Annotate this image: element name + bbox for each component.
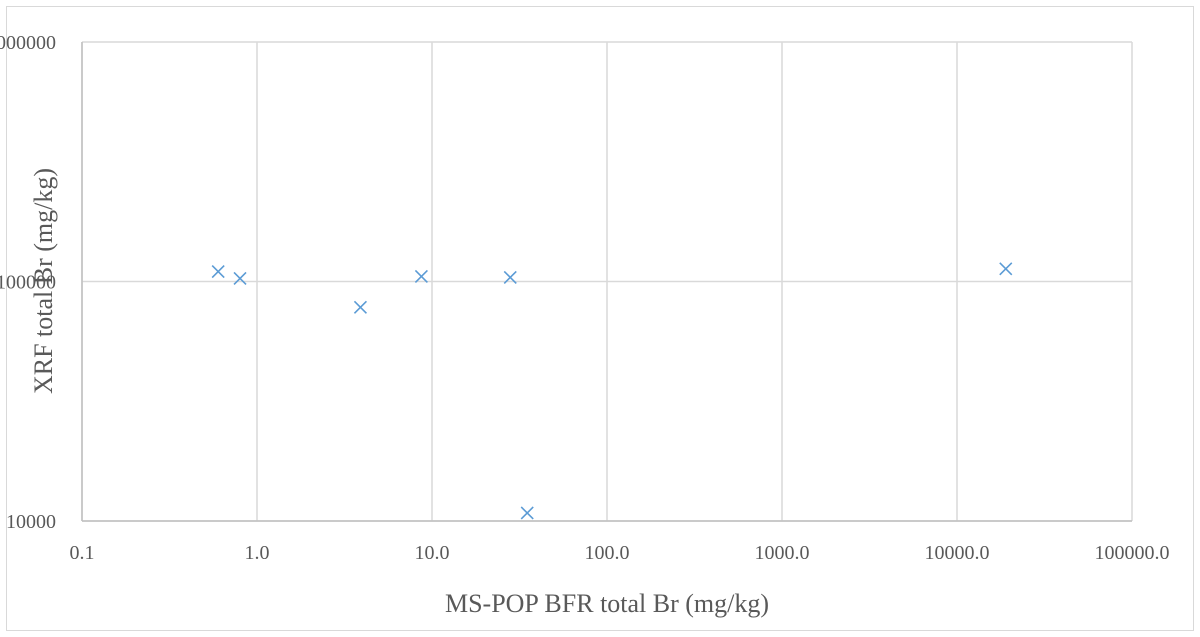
y-tick-label: 100000 xyxy=(0,272,56,294)
data-point-stroke xyxy=(353,300,368,314)
data-point xyxy=(353,300,368,314)
data-point-stroke xyxy=(414,269,428,283)
chart-frame xyxy=(6,6,1194,631)
data-point-stroke xyxy=(520,506,534,520)
data-point xyxy=(414,269,428,283)
x-tick-label: 10.0 xyxy=(415,542,450,564)
data-point-stroke xyxy=(999,262,1013,276)
y-axis-title: XRF total Br (mg/kg) xyxy=(29,168,58,394)
data-point-stroke xyxy=(233,271,247,285)
y-tick-label: 10000 xyxy=(6,511,56,533)
x-tick-label: 1.0 xyxy=(245,542,270,564)
x-tick-labels: 0.1 1.0 10.0 100.0 1000.0 10000.0 100000.0 xyxy=(70,542,1170,564)
x-tick-label: 100000.0 xyxy=(1095,542,1170,564)
data-point-stroke xyxy=(503,270,517,284)
x-tick-label: 100.0 xyxy=(585,542,630,564)
x-tick-label: 1000.0 xyxy=(755,542,810,564)
data-point xyxy=(520,506,534,520)
axes xyxy=(81,42,1132,522)
x-tick-label: 0.1 xyxy=(70,542,95,564)
gridlines xyxy=(81,41,1133,522)
data-point xyxy=(999,262,1013,276)
x-axis-title: MS-POP BFR total Br (mg/kg) xyxy=(445,589,769,618)
x-tick-label: 10000.0 xyxy=(925,542,990,564)
data-point xyxy=(233,271,247,285)
data-point xyxy=(503,270,517,284)
data-point xyxy=(211,265,225,279)
data-points xyxy=(211,262,1013,520)
data-point-stroke xyxy=(211,265,225,279)
